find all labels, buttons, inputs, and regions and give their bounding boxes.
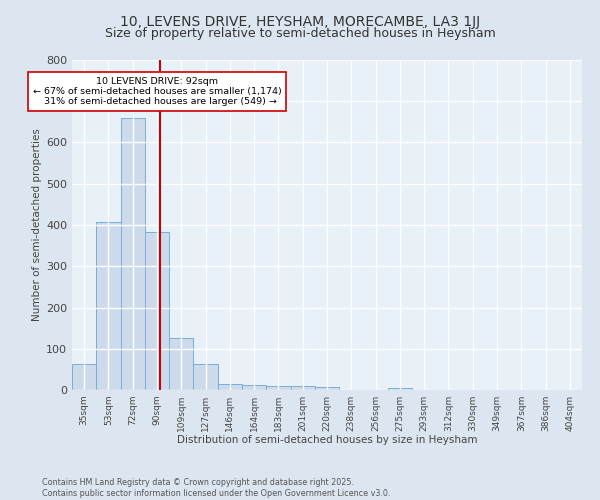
Bar [96,222,121,390]
Bar [388,388,412,390]
Bar [242,385,266,390]
Text: 10 LEVENS DRIVE: 92sqm
← 67% of semi-detached houses are smaller (1,174)
  31% o: 10 LEVENS DRIVE: 92sqm ← 67% of semi-det… [33,76,281,106]
Bar [169,338,193,390]
Bar [315,386,339,390]
Bar [193,364,218,390]
Bar [266,386,290,390]
Text: Size of property relative to semi-detached houses in Heysham: Size of property relative to semi-detach… [104,28,496,40]
Bar [218,384,242,390]
Text: Contains HM Land Registry data © Crown copyright and database right 2025.
Contai: Contains HM Land Registry data © Crown c… [42,478,391,498]
Bar [145,232,169,390]
Bar [290,386,315,390]
Y-axis label: Number of semi-detached properties: Number of semi-detached properties [32,128,42,322]
Bar [72,364,96,390]
Text: 10, LEVENS DRIVE, HEYSHAM, MORECAMBE, LA3 1JJ: 10, LEVENS DRIVE, HEYSHAM, MORECAMBE, LA… [120,15,480,29]
Bar [121,118,145,390]
X-axis label: Distribution of semi-detached houses by size in Heysham: Distribution of semi-detached houses by … [177,436,477,446]
